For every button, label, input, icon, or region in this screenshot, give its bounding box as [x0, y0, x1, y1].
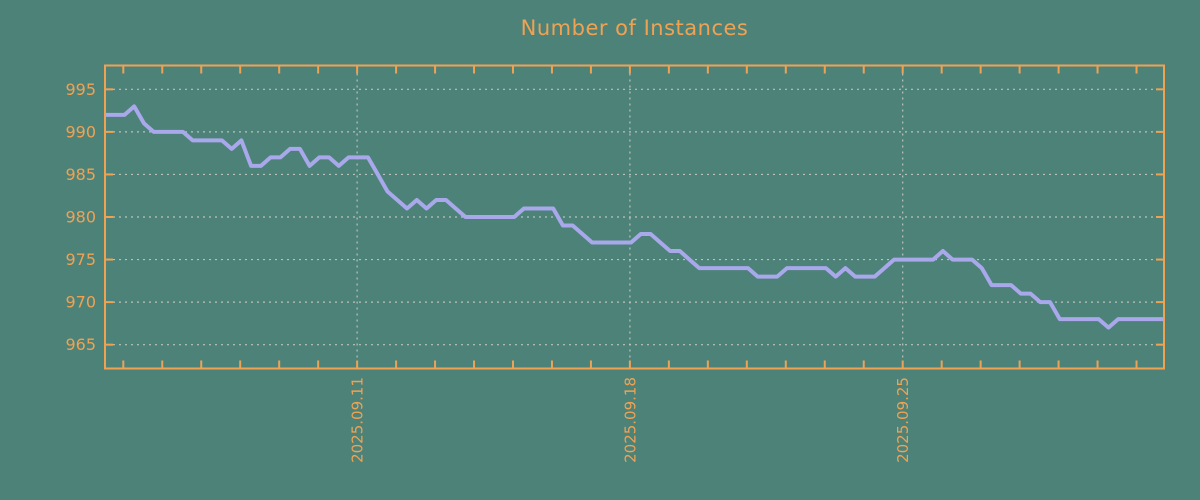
y-tick-label: 970: [65, 293, 96, 312]
axis-frame: [104, 64, 1165, 370]
y-tick-label: 980: [65, 208, 96, 227]
data-line-instances: [105, 104, 1164, 330]
chart-title: Number of Instances: [520, 16, 749, 40]
y-tick-label: 975: [65, 250, 96, 269]
x-tick-label: 2025.09.11: [349, 377, 367, 463]
y-tick-label: 990: [65, 122, 96, 141]
x-tick-label: 2025.09.25: [894, 377, 912, 463]
y-tick-label: 965: [65, 335, 96, 354]
x-tick-label: 2025.09.18: [621, 377, 639, 463]
y-tick-label: 985: [65, 165, 96, 184]
y-tick-label: 995: [65, 80, 96, 99]
